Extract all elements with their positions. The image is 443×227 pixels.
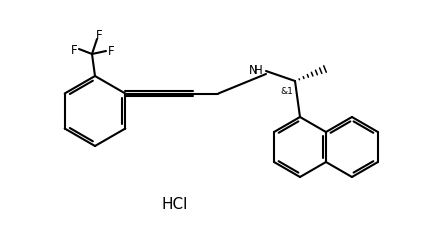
Text: H: H — [254, 63, 262, 76]
Text: &1: &1 — [280, 87, 293, 96]
Text: HCl: HCl — [162, 197, 188, 212]
Text: F: F — [108, 44, 114, 57]
Text: F: F — [71, 43, 78, 56]
Text: N: N — [249, 63, 257, 76]
Text: F: F — [96, 28, 102, 41]
